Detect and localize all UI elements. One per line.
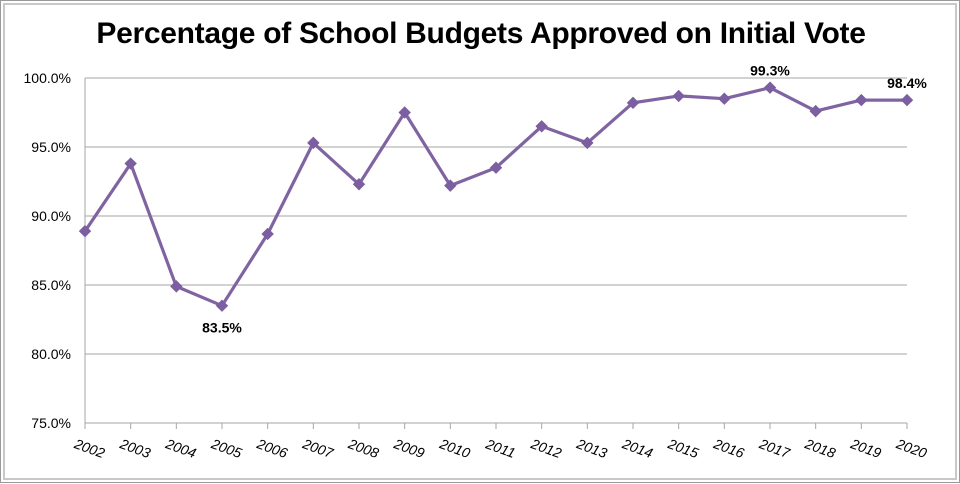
data-point-2006 [261,227,274,241]
data-point-2012 [535,120,548,133]
data-label-2005: 83.5% [202,320,242,336]
x-tick-label: 2011 [483,435,518,461]
x-tick-label: 2018 [802,435,838,461]
x-tick-label: 2014 [619,435,655,461]
y-tick-label: 80.0% [31,346,71,362]
data-point-2016 [718,92,731,105]
data-label-2017: 99.3% [750,63,790,79]
x-tick-label: 2009 [391,435,427,461]
x-tick-label: 2013 [574,435,610,461]
data-point-2013 [581,136,594,150]
x-tick-label: 2017 [756,435,793,461]
x-tick-label: 2002 [71,435,107,461]
x-tick-label: 2008 [345,435,381,461]
x-tick-label: 2007 [300,435,337,461]
data-label-2020: 98.4% [887,75,927,91]
x-tick-label: 2006 [254,435,290,461]
data-point-2011 [489,161,503,174]
x-tick-label: 2003 [117,435,153,461]
x-tick-label: 2010 [437,435,473,461]
x-tick-label: 2019 [848,435,884,461]
data-point-2018 [809,104,822,118]
x-tick-label: 2016 [711,435,747,461]
data-point-2019 [855,93,868,107]
data-point-2015 [672,89,685,103]
x-tick-label: 2005 [208,435,244,461]
x-tick-label: 2015 [665,435,701,461]
x-tick-label: 2020 [893,435,929,461]
data-point-2005 [215,299,229,312]
data-point-2009 [398,106,411,119]
data-point-2007 [307,136,320,150]
data-point-2017 [763,81,777,94]
data-point-2008 [352,178,366,191]
data-point-2020 [900,93,914,107]
data-point-2014 [626,96,640,110]
data-point-2003 [124,157,137,170]
data-point-2010 [444,179,457,192]
y-tick-label: 100.0% [24,70,71,86]
data-point-2002 [78,224,92,238]
chart-title: Percentage of School Budgets Approved on… [96,17,866,50]
x-tick-label: 2004 [163,435,199,461]
y-tick-label: 75.0% [31,415,71,431]
x-tick-label: 2012 [528,435,564,461]
y-tick-label: 85.0% [31,277,71,293]
y-tick-label: 95.0% [31,139,71,155]
data-point-2004 [170,280,183,293]
y-tick-label: 90.0% [31,208,71,224]
series-line [83,86,909,308]
